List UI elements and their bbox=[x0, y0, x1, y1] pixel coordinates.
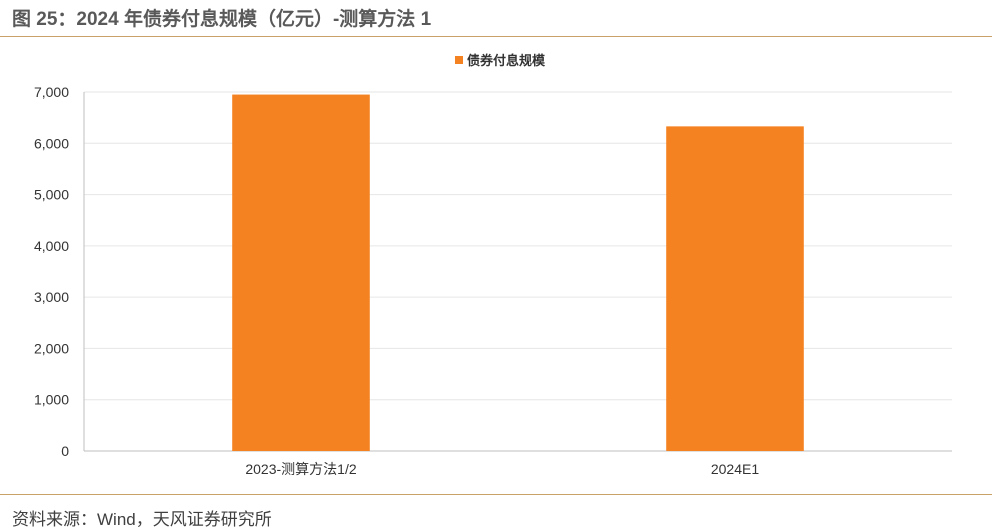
y-tick-label: 0 bbox=[61, 443, 69, 459]
y-tick-label: 1,000 bbox=[34, 392, 69, 408]
source-divider bbox=[0, 494, 992, 495]
bar-1 bbox=[232, 94, 370, 452]
legend-swatch bbox=[454, 56, 463, 64]
bars bbox=[232, 94, 804, 452]
y-tick-label: 3,000 bbox=[34, 289, 69, 305]
y-tick-label: 5,000 bbox=[34, 187, 69, 203]
title-divider bbox=[0, 36, 992, 37]
grid-lines bbox=[84, 91, 952, 401]
source-note: 资料来源：Wind，天风证券研究所 bbox=[12, 510, 272, 529]
x-tick-label: 2024E1 bbox=[711, 461, 759, 477]
legend: 债券付息规模 bbox=[454, 53, 546, 68]
bar-chart: 0 1,000 2,000 3,000 4,000 5,000 6,000 7,000 2023… bbox=[34, 53, 952, 477]
y-tick-label: 7,000 bbox=[34, 84, 69, 100]
legend-label: 债券付息规模 bbox=[467, 53, 546, 68]
chart-title: 图 25：2024 年债券付息规模（亿元）-测算方法 1 bbox=[12, 9, 432, 30]
y-tick-label: 2,000 bbox=[34, 340, 69, 356]
bar-2 bbox=[666, 126, 804, 452]
y-tick-label: 6,000 bbox=[34, 135, 69, 151]
y-tick-label: 4,000 bbox=[34, 238, 69, 254]
axes: 0 1,000 2,000 3,000 4,000 5,000 6,000 7,000 2023… bbox=[34, 84, 952, 477]
x-tick-label: 2023-测算方法1/2 bbox=[245, 461, 356, 477]
